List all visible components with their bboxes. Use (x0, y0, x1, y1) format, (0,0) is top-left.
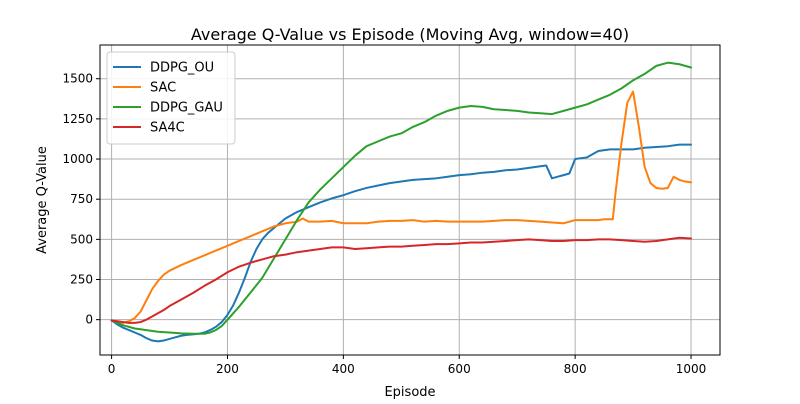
series-line-ddpg-ou (110, 143, 693, 343)
x-tick-label: 400 (332, 362, 355, 376)
x-tick-label: 600 (448, 362, 471, 376)
series-lines (110, 61, 693, 343)
legend-label-sac: SAC (150, 81, 176, 96)
y-tick-label: 1500 (62, 72, 93, 86)
x-tick-label: 1000 (676, 362, 707, 376)
legend-label-ddpg-ou: DDPG_OU (150, 61, 214, 76)
axis-ticks: 0 200 400 600 800 1000 0 250 500 750 1000 1250 1500 (62, 72, 706, 376)
series-line-ddpg-gau (110, 61, 693, 335)
x-tick-label: 200 (216, 362, 239, 376)
y-tick-label: 750 (70, 192, 93, 206)
plot-area-frame (99, 44, 721, 356)
legend-entries: DDPG_OU SAC DDPG_GAU SA4C (113, 61, 223, 136)
x-tick-label: 0 (108, 362, 116, 376)
y-axis-label: Average Q-Value (35, 146, 50, 254)
legend: DDPG_OU SAC DDPG_GAU SA4C (106, 51, 236, 145)
grid-lines (100, 45, 720, 355)
y-tick-label: 1250 (62, 112, 93, 126)
x-tick-label: 800 (564, 362, 587, 376)
y-tick-label: 250 (70, 273, 93, 287)
y-tick-label: 0 (85, 313, 93, 327)
x-axis-label: Episode (384, 385, 435, 400)
legend-label-ddpg-gau: DDPG_GAU (150, 101, 223, 116)
y-tick-label: 1000 (62, 152, 93, 166)
legend-box (106, 51, 236, 145)
y-tick-label: 500 (70, 232, 93, 246)
chart-title: Average Q-Value vs Episode (Moving Avg, … (191, 25, 629, 44)
legend-label-sa4c: SA4C (150, 121, 185, 136)
series-line-sac (110, 90, 693, 324)
series-line-sa4c (110, 236, 693, 324)
